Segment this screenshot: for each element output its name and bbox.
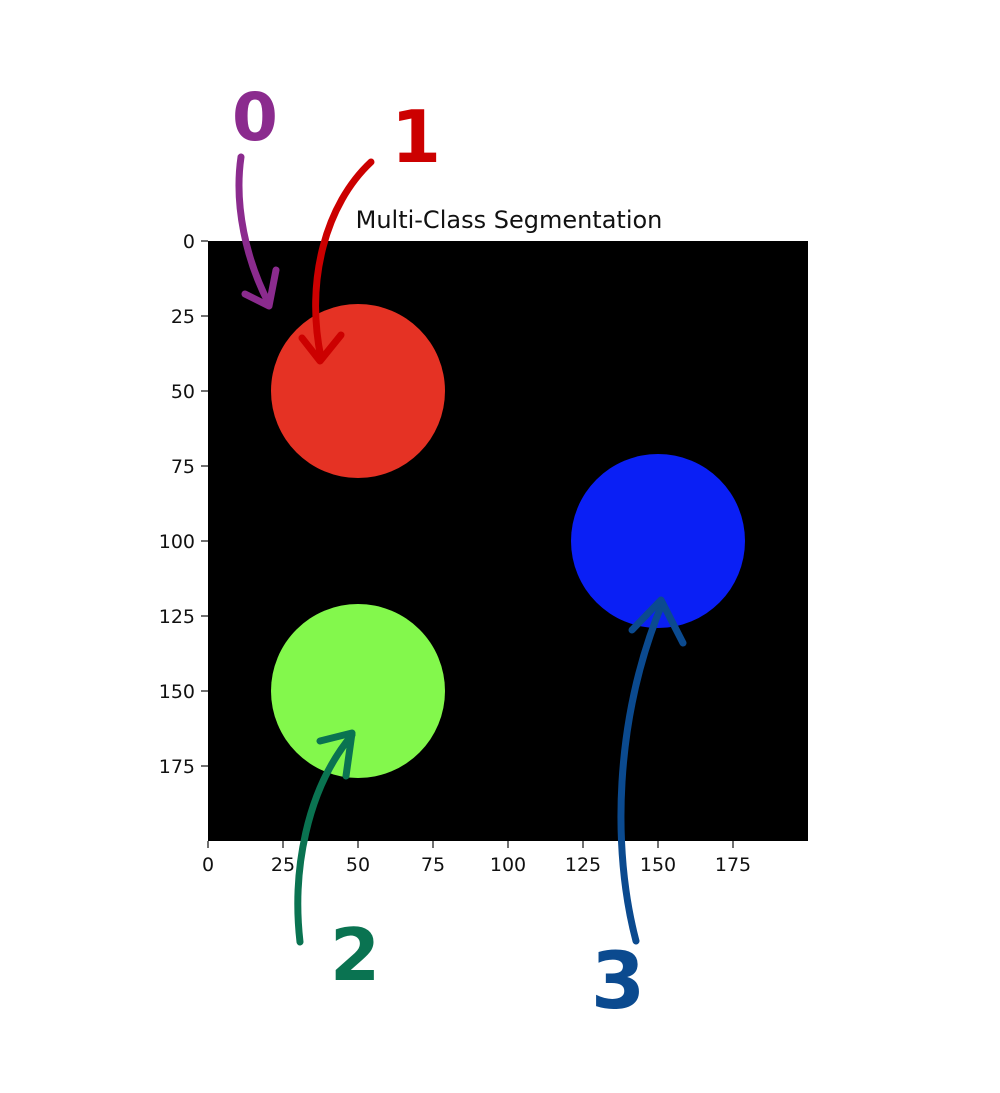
annotation-label-2: 2 bbox=[330, 913, 380, 997]
x-tick-label: 150 bbox=[640, 854, 676, 876]
annotation-arrow-0 bbox=[235, 153, 273, 308]
annotation-label-3: 3 bbox=[591, 937, 645, 1027]
annotation-arrowhead-0 bbox=[241, 266, 280, 310]
x-tick-label: 175 bbox=[715, 854, 751, 876]
y-tick-label: 150 bbox=[159, 681, 195, 703]
regions-layer bbox=[271, 304, 745, 778]
segment-class-3 bbox=[571, 454, 745, 628]
y-tick-label: 50 bbox=[171, 381, 195, 403]
y-tick-label: 100 bbox=[159, 531, 195, 553]
x-tick-label: 100 bbox=[490, 854, 526, 876]
y-tick-label: 25 bbox=[171, 306, 195, 328]
x-tick-label: 125 bbox=[565, 854, 601, 876]
segment-class-1 bbox=[271, 304, 445, 478]
annotation-arrowhead-3 bbox=[628, 596, 687, 647]
annotation-arrowhead-1 bbox=[298, 331, 345, 365]
annotation-label-1: 1 bbox=[391, 95, 441, 179]
x-tick-label: 50 bbox=[346, 854, 370, 876]
segment-class-2 bbox=[271, 604, 445, 778]
y-tick-label: 75 bbox=[171, 456, 195, 478]
annotation-class-1: 1 bbox=[298, 95, 441, 365]
annotation-arrow-3 bbox=[617, 600, 666, 945]
y-axis: 0 25 50 75 100 125 150 175 bbox=[159, 231, 208, 778]
x-tick-label: 25 bbox=[271, 854, 295, 876]
y-tick-label: 125 bbox=[159, 606, 195, 628]
y-tick-label: 0 bbox=[183, 231, 195, 253]
x-axis: 0 25 50 75 100 125 150 175 bbox=[202, 841, 751, 876]
x-tick-label: 0 bbox=[202, 854, 214, 876]
annotation-arrow-2 bbox=[294, 731, 356, 946]
annotation-class-2: 2 bbox=[294, 729, 380, 997]
annotation-arrowhead-2 bbox=[316, 729, 356, 780]
annotation-arrow-1 bbox=[312, 158, 375, 362]
y-tick-label: 175 bbox=[159, 756, 195, 778]
chart-title: Multi-Class Segmentation bbox=[356, 206, 663, 234]
annotation-class-0: 0 bbox=[232, 79, 280, 310]
annotation-label-0: 0 bbox=[232, 79, 278, 156]
annotation-class-3: 3 bbox=[591, 596, 687, 1027]
x-tick-label: 75 bbox=[421, 854, 445, 876]
